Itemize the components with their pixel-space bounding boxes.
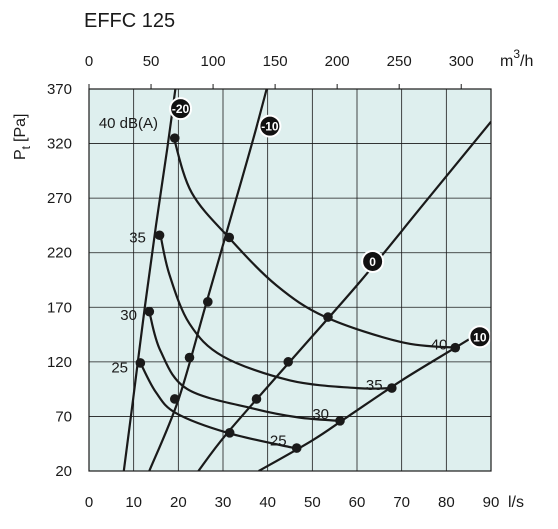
data-point <box>169 394 180 404</box>
x2-tick-label: 0 <box>85 53 93 70</box>
data-point <box>203 297 213 307</box>
damper-badge-circle <box>258 114 282 138</box>
x-tick-label: 10 <box>125 494 142 511</box>
data-point <box>450 342 461 353</box>
badges-group: -20 -10 0 10 <box>169 97 492 349</box>
damper-badge-label: 0 <box>369 255 376 269</box>
y-tick-label: 20 <box>55 463 72 480</box>
damper-badge: 0 <box>361 249 385 273</box>
damper-badge-circle <box>468 325 492 349</box>
y-tick-label: 70 <box>55 408 72 425</box>
x2-tick-label: 250 <box>387 53 412 70</box>
y-tick-label: 320 <box>47 136 72 153</box>
x2-axis-label-tail: /h <box>520 53 533 70</box>
x-tick-label: 40 <box>259 494 276 511</box>
sound-level-label: 25 <box>270 432 287 449</box>
data-point <box>224 428 235 438</box>
x-tick-label: 0 <box>85 494 93 511</box>
x-axis-label: l/s <box>508 494 524 511</box>
data-point <box>169 133 180 143</box>
sound-curve-3 <box>139 362 295 450</box>
sound-level-label: 30 <box>120 307 137 324</box>
damper-badge-circle <box>169 97 193 121</box>
x2-tick-label: 100 <box>201 53 226 70</box>
y-tick-label: 220 <box>47 245 72 262</box>
x-tick-label: 70 <box>393 494 410 511</box>
data-point <box>154 230 165 241</box>
labels-group: 40 dB(A) 35 30 25 40 35 30 25 <box>99 115 448 450</box>
damper-badge-label: -20 <box>172 102 190 116</box>
data-point <box>224 232 235 243</box>
damper-badge: -10 <box>258 114 282 138</box>
x2-axis-label-sup: 3 <box>513 47 520 61</box>
chart-title: EFFC 125 <box>84 10 176 32</box>
sound-curve-1 <box>159 235 393 390</box>
y-axis-label-unit: [Pa] <box>12 114 29 142</box>
y-tick-label: 370 <box>47 81 72 98</box>
damper-badge: -20 <box>169 97 193 121</box>
data-point <box>291 443 302 453</box>
data-point <box>387 383 397 393</box>
x-tick-label: 60 <box>349 494 366 511</box>
sound-level-label: 40 dB(A) <box>99 115 158 132</box>
y-tick-label: 170 <box>47 299 72 316</box>
x2-tick-label: 300 <box>449 53 474 70</box>
damper-badge-label: 10 <box>473 330 487 344</box>
data-point <box>135 358 146 368</box>
data-point <box>251 394 262 404</box>
plot-frame <box>88 88 492 472</box>
damper-badge: 10 <box>468 325 492 349</box>
sound-level-label: 25 <box>111 359 128 376</box>
y-tick-label: 270 <box>47 190 72 207</box>
x-tick-label: 30 <box>215 494 232 511</box>
x-tick-label: 50 <box>304 494 321 511</box>
x2-tick-label: 50 <box>143 53 160 70</box>
x-tick-label: 20 <box>170 494 187 511</box>
damper-curve--20 <box>122 89 177 471</box>
y-axis-label-sub: t <box>19 145 33 149</box>
damper-badge-label: -10 <box>261 120 279 134</box>
data-point <box>335 415 345 426</box>
y-tick-label: 120 <box>47 354 72 371</box>
markers-group <box>135 133 461 453</box>
plot-area <box>89 89 491 471</box>
sound-level-label: 35 <box>366 377 383 394</box>
x2-axis-label: m3/h <box>500 47 533 70</box>
sound-curve-0 <box>172 137 456 349</box>
x-tick-label: 90 <box>483 494 500 511</box>
data-point <box>323 312 333 322</box>
tick-labels: 0 10 20 30 40 50 60 70 80 90 20 70 120 170 220 270 320 37… <box>47 53 499 511</box>
x2-axis-label-main: m <box>500 53 513 70</box>
sound-curve-2 <box>148 311 340 422</box>
sound-level-label: 40 <box>431 336 448 353</box>
damper-badge-circle <box>361 249 385 273</box>
data-point <box>144 306 155 317</box>
x2-tick-label: 150 <box>263 53 288 70</box>
x-tick-label: 80 <box>438 494 455 511</box>
y-axis-label-main: P <box>12 149 29 160</box>
data-point <box>283 357 294 367</box>
sound-level-label: 30 <box>312 406 329 423</box>
y-axis-label: Pt [Pa] <box>12 114 33 160</box>
damper-curve--10 <box>148 89 268 471</box>
sound-level-label: 35 <box>129 229 146 246</box>
data-point <box>184 352 195 363</box>
x2-tick-label: 200 <box>325 53 350 70</box>
